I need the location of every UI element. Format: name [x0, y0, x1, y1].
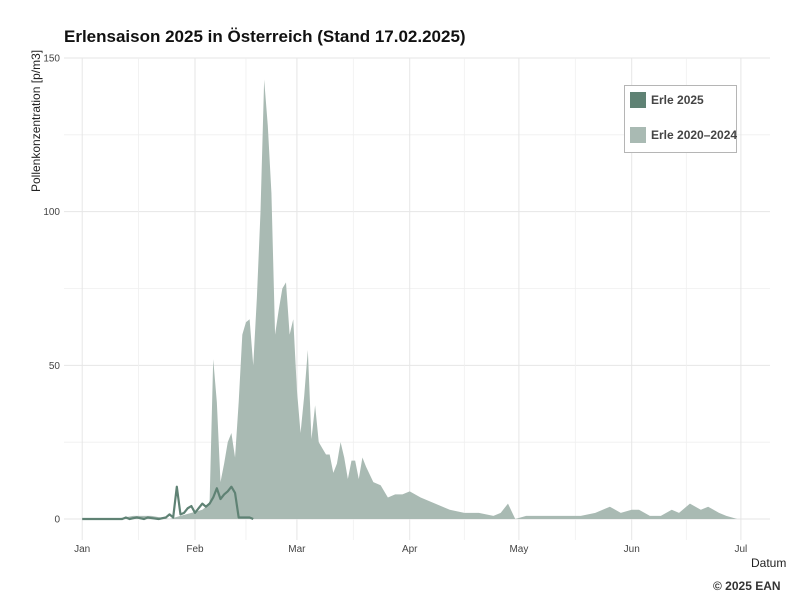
x-tick-label: May: [509, 544, 528, 555]
line-series-layer: [82, 485, 254, 521]
x-axis-label: Datum: [751, 556, 787, 570]
legend-item-erle-2025: Erle 2025: [630, 91, 704, 109]
legend-swatch-erle-2025: [630, 92, 646, 108]
x-tick-label: Jul: [734, 544, 747, 555]
legend-label-erle-2025: Erle 2025: [651, 93, 704, 107]
legend-label-erle-2020-2024: Erle 2020–2024: [651, 128, 738, 142]
y-axis-label-wrap: Pollenkonzentration [p/m3]: [29, 50, 43, 332]
series-line-erle-2025: [82, 485, 254, 521]
x-tick-label: Mar: [288, 544, 306, 555]
x-tick-label: Feb: [186, 544, 204, 555]
y-tick-label: 100: [43, 207, 60, 218]
y-tick-label: 50: [49, 361, 61, 372]
legend: Erle 2025 Erle 2020–2024: [624, 85, 737, 153]
copyright-note: © 2025 EAN: [713, 579, 781, 593]
legend-item-erle-2020-2024: Erle 2020–2024: [630, 126, 737, 144]
series-area-erle-2020-2024: [82, 79, 749, 519]
legend-swatch-erle-2020-2024: [630, 127, 646, 143]
x-tick-label: Jan: [74, 544, 90, 555]
y-axis-ticks: 0 50 100 150: [43, 54, 60, 526]
grid: [64, 57, 770, 540]
x-tick-label: Apr: [402, 544, 418, 555]
chart-title: Erlensaison 2025 in Österreich (Stand 17…: [64, 27, 466, 46]
y-axis-label: Pollenkonzentration [p/m3]: [29, 49, 43, 192]
y-tick-label: 150: [43, 54, 60, 65]
x-axis-ticks: Jan Feb Mar Apr May Jun Jul: [74, 544, 747, 555]
x-tick-label: Jun: [624, 544, 640, 555]
area-series-layer: [82, 79, 749, 519]
y-tick-label: 0: [54, 515, 60, 526]
